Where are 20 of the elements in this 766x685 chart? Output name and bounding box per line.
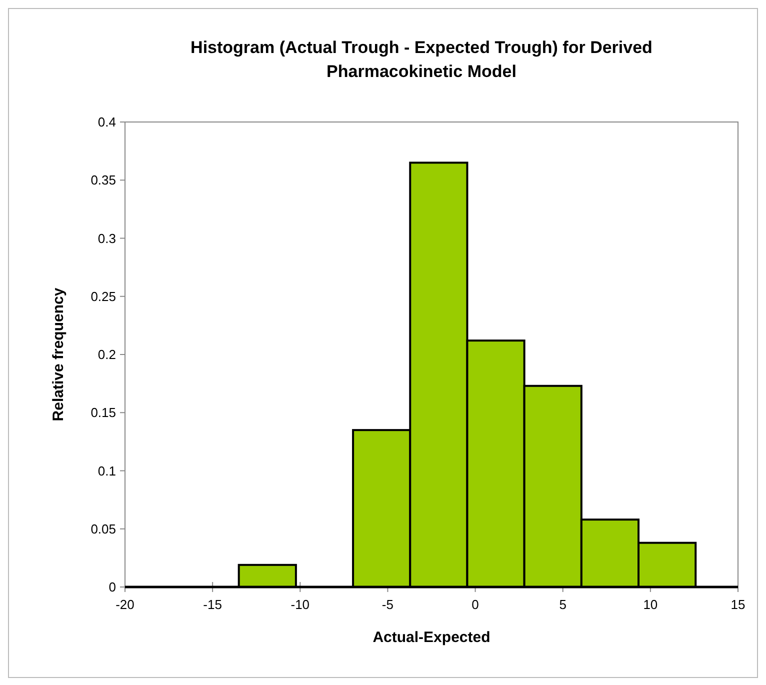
- y-tick-label: 0.2: [98, 347, 116, 362]
- y-tick-label: 0.35: [90, 172, 116, 188]
- y-axis-title: Relative frequency: [50, 287, 67, 422]
- y-tick-label: 0.05: [90, 521, 116, 536]
- x-tick-label: 5: [559, 597, 566, 612]
- y-tick-label: 0.15: [90, 405, 116, 420]
- y-tick-label: 0.3: [98, 230, 116, 246]
- x-tick-label: 10: [643, 597, 658, 612]
- y-tick-label: 0: [108, 580, 116, 595]
- x-tick-label: -20: [116, 597, 134, 612]
- y-tick-label: 0.4: [98, 114, 116, 130]
- y-tick-label: 0.1: [98, 463, 116, 478]
- chart-title: Histogram (Actual Trough - Expected Trough) for Derived Pharmacokinetic Model: [190, 38, 652, 81]
- y-tick-label: 0.25: [90, 288, 116, 304]
- x-tick-label: -5: [382, 597, 394, 612]
- x-tick-label: 0: [472, 597, 479, 612]
- x-tick-label: -15: [203, 597, 222, 612]
- x-axis-title: Actual-Expected: [372, 629, 490, 646]
- x-tick-label: 15: [730, 597, 746, 612]
- x-tick-label: -10: [290, 597, 310, 612]
